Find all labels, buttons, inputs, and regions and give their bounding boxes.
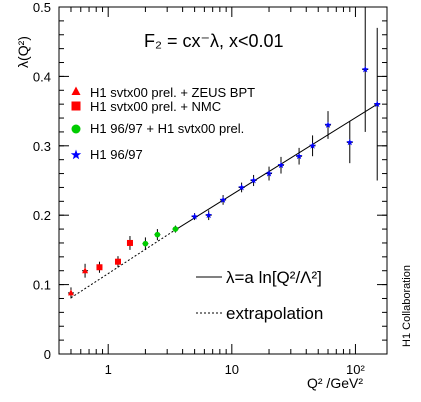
chart-title: F₂ = cx⁻λ, x<0.01 (144, 31, 284, 51)
legend-label-0: H1 svtx00 prel. + ZEUS BPT (90, 85, 255, 100)
x-axis-label: Q² /GeV² (307, 375, 363, 391)
data-point-star (324, 121, 332, 128)
legend-label-2: H1 96/97 + H1 svtx00 prel. (90, 121, 244, 136)
data-point-circle (154, 231, 161, 238)
plot-frame (58, 6, 388, 355)
data-point-star (361, 65, 369, 73)
data-point-star (205, 211, 213, 219)
data-point-star (219, 196, 227, 203)
extrapolation-line (70, 229, 176, 299)
y-tick-label: 0 (44, 347, 51, 362)
data-point-star (295, 152, 303, 160)
axes: 0 0.1 0.2 0.3 0.4 0.5 1 10 10² (33, 0, 388, 377)
y-tick-label: 0.2 (33, 208, 51, 223)
y-tick-label: 0.5 (33, 0, 51, 15)
data-point-star (309, 142, 316, 149)
data-point-square (126, 239, 133, 246)
data-points (67, 7, 381, 299)
x-tick-label: 1 (105, 362, 112, 377)
fit-line (175, 103, 378, 231)
data-point-circle (142, 240, 149, 247)
data-point-star (191, 212, 199, 220)
x-tick-label: 10² (346, 362, 365, 377)
legend-label-3: H1 96/97 (90, 147, 143, 162)
y-axis-label: λ(Q²) (15, 36, 31, 68)
y-tick-label: 0.3 (33, 139, 51, 154)
legend-square-marker (71, 101, 81, 111)
data-point-triangle (67, 289, 74, 296)
x-tick-label: 10 (225, 362, 239, 377)
legend-circle-marker (71, 124, 81, 134)
data-point-star (373, 100, 381, 108)
legend: H1 svtx00 prel. + ZEUS BPT H1 svtx00 pre… (70, 85, 255, 162)
fit-legend-label: λ=a ln[Q²/Λ²] (226, 268, 322, 287)
data-point-circle (172, 226, 179, 232)
side-label: H1 Collaboration (401, 265, 413, 347)
legend-star-marker (70, 149, 82, 160)
y-tick-label: 0.4 (33, 69, 51, 84)
data-point-triangle (82, 267, 89, 274)
curves (70, 103, 378, 299)
y-tick-label: 0.1 (33, 278, 51, 293)
data-point-star (250, 176, 258, 184)
data-point-square (114, 258, 121, 265)
legend-triangle-marker (71, 86, 81, 95)
data-point-star (346, 138, 354, 146)
data-point-square (96, 264, 103, 271)
fit-legend: λ=a ln[Q²/Λ²] extrapolation (196, 268, 323, 323)
legend-label-1: H1 svtx00 prel. + NMC (90, 99, 221, 114)
data-point-star (277, 161, 285, 169)
data-point-star (238, 183, 246, 191)
data-point-star (265, 169, 273, 177)
extrapolation-legend-label: extrapolation (226, 304, 323, 323)
